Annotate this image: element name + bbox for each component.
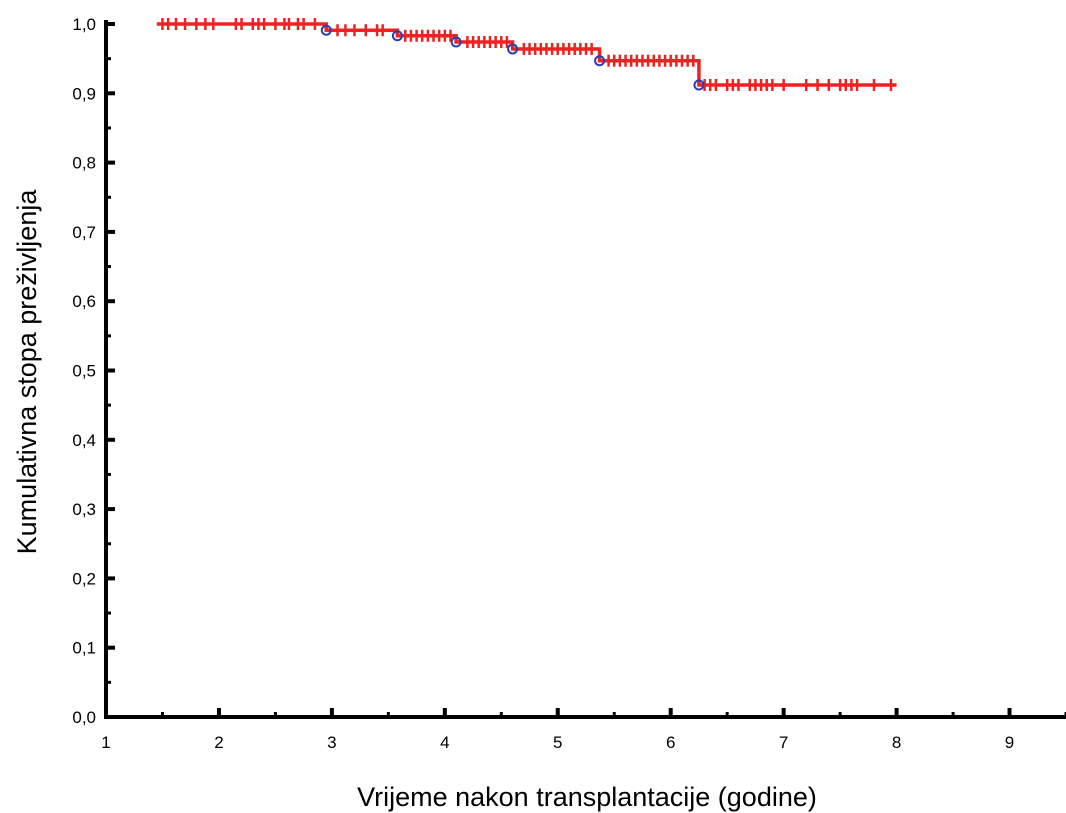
y-axis-title: Kumulativna stopa preživljenja — [12, 189, 42, 555]
y-tick-label: 0,8 — [72, 154, 96, 173]
x-tick-label: 9 — [1005, 733, 1014, 752]
x-axis-title: Vrijeme nakon transplantacije (godine) — [357, 782, 817, 812]
x-tick-label: 4 — [440, 733, 449, 752]
event-marker — [450, 36, 462, 48]
y-tick-label: 0,9 — [72, 84, 96, 103]
axes — [104, 20, 1066, 719]
x-tick-label: 3 — [327, 733, 336, 752]
ticks — [104, 22, 1066, 719]
y-tick-label: 0,6 — [72, 292, 96, 311]
x-tick-label: 1 — [101, 733, 110, 752]
survival-curve — [156, 22, 897, 87]
event-marker — [507, 43, 519, 55]
x-tick-label: 5 — [553, 733, 562, 752]
km-step-line — [156, 22, 897, 87]
y-tick-label: 0,1 — [72, 639, 96, 658]
event-marker — [594, 55, 606, 67]
y-tick-label: 0,5 — [72, 362, 96, 381]
x-tick-label: 2 — [214, 733, 223, 752]
y-tick-label: 1,0 — [72, 15, 96, 34]
x-tick-label: 7 — [779, 733, 788, 752]
censor-marks — [161, 18, 893, 91]
event-marker — [320, 24, 332, 36]
tick-labels: 0,0 0,1 0,2 0,3 0,4 0,5 0,6 0,7 0,8 0,9 1,0 1 2 3 4 5 6 7… — [72, 15, 1014, 752]
y-tick-label: 0,3 — [72, 500, 96, 519]
x-tick-label: 8 — [892, 733, 901, 752]
y-tick-label: 0,7 — [72, 223, 96, 242]
event-marker — [391, 30, 403, 42]
event-markers — [320, 24, 705, 91]
y-tick-label: 0,2 — [72, 569, 96, 588]
x-tick-label: 6 — [666, 733, 675, 752]
y-tick-label: 0,0 — [72, 708, 96, 727]
y-tick-label: 0,4 — [72, 431, 96, 450]
event-marker — [693, 79, 705, 91]
